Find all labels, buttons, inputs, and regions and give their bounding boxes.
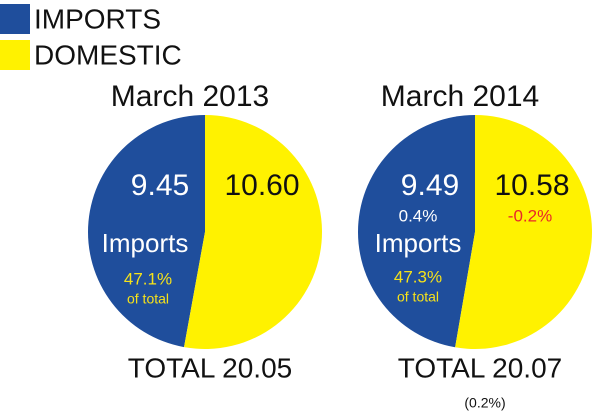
pie-slice bbox=[88, 115, 205, 348]
annotation: Imports bbox=[102, 228, 189, 258]
value-label: 10.58 bbox=[494, 169, 569, 202]
pie-title: March 2014 bbox=[381, 80, 539, 113]
pie-title: March 2013 bbox=[111, 80, 269, 113]
legend-swatch bbox=[0, 40, 30, 70]
value-label: 9.45 bbox=[131, 169, 189, 202]
pie-slice bbox=[455, 115, 593, 349]
legend-label: DOMESTIC bbox=[34, 39, 182, 70]
pie-slice bbox=[184, 115, 322, 349]
value-label: 9.49 bbox=[401, 169, 459, 202]
pie-slice bbox=[358, 115, 475, 348]
value-label: 10.60 bbox=[224, 169, 299, 202]
legend-swatch bbox=[0, 4, 30, 34]
annotation: of total bbox=[397, 289, 439, 305]
total-label: (0.2%) bbox=[464, 395, 505, 411]
annotation: -0.2% bbox=[508, 206, 552, 225]
annotation: 47.1% bbox=[124, 269, 172, 288]
annotation: 0.4% bbox=[399, 206, 438, 225]
legend-label: IMPORTS bbox=[34, 3, 161, 34]
annotation: 47.3% bbox=[394, 267, 442, 286]
annotation: of total bbox=[127, 291, 169, 307]
annotation: Imports bbox=[375, 228, 462, 258]
total-label: TOTAL 20.07 bbox=[398, 352, 562, 383]
total-label: TOTAL 20.05 bbox=[128, 352, 292, 383]
